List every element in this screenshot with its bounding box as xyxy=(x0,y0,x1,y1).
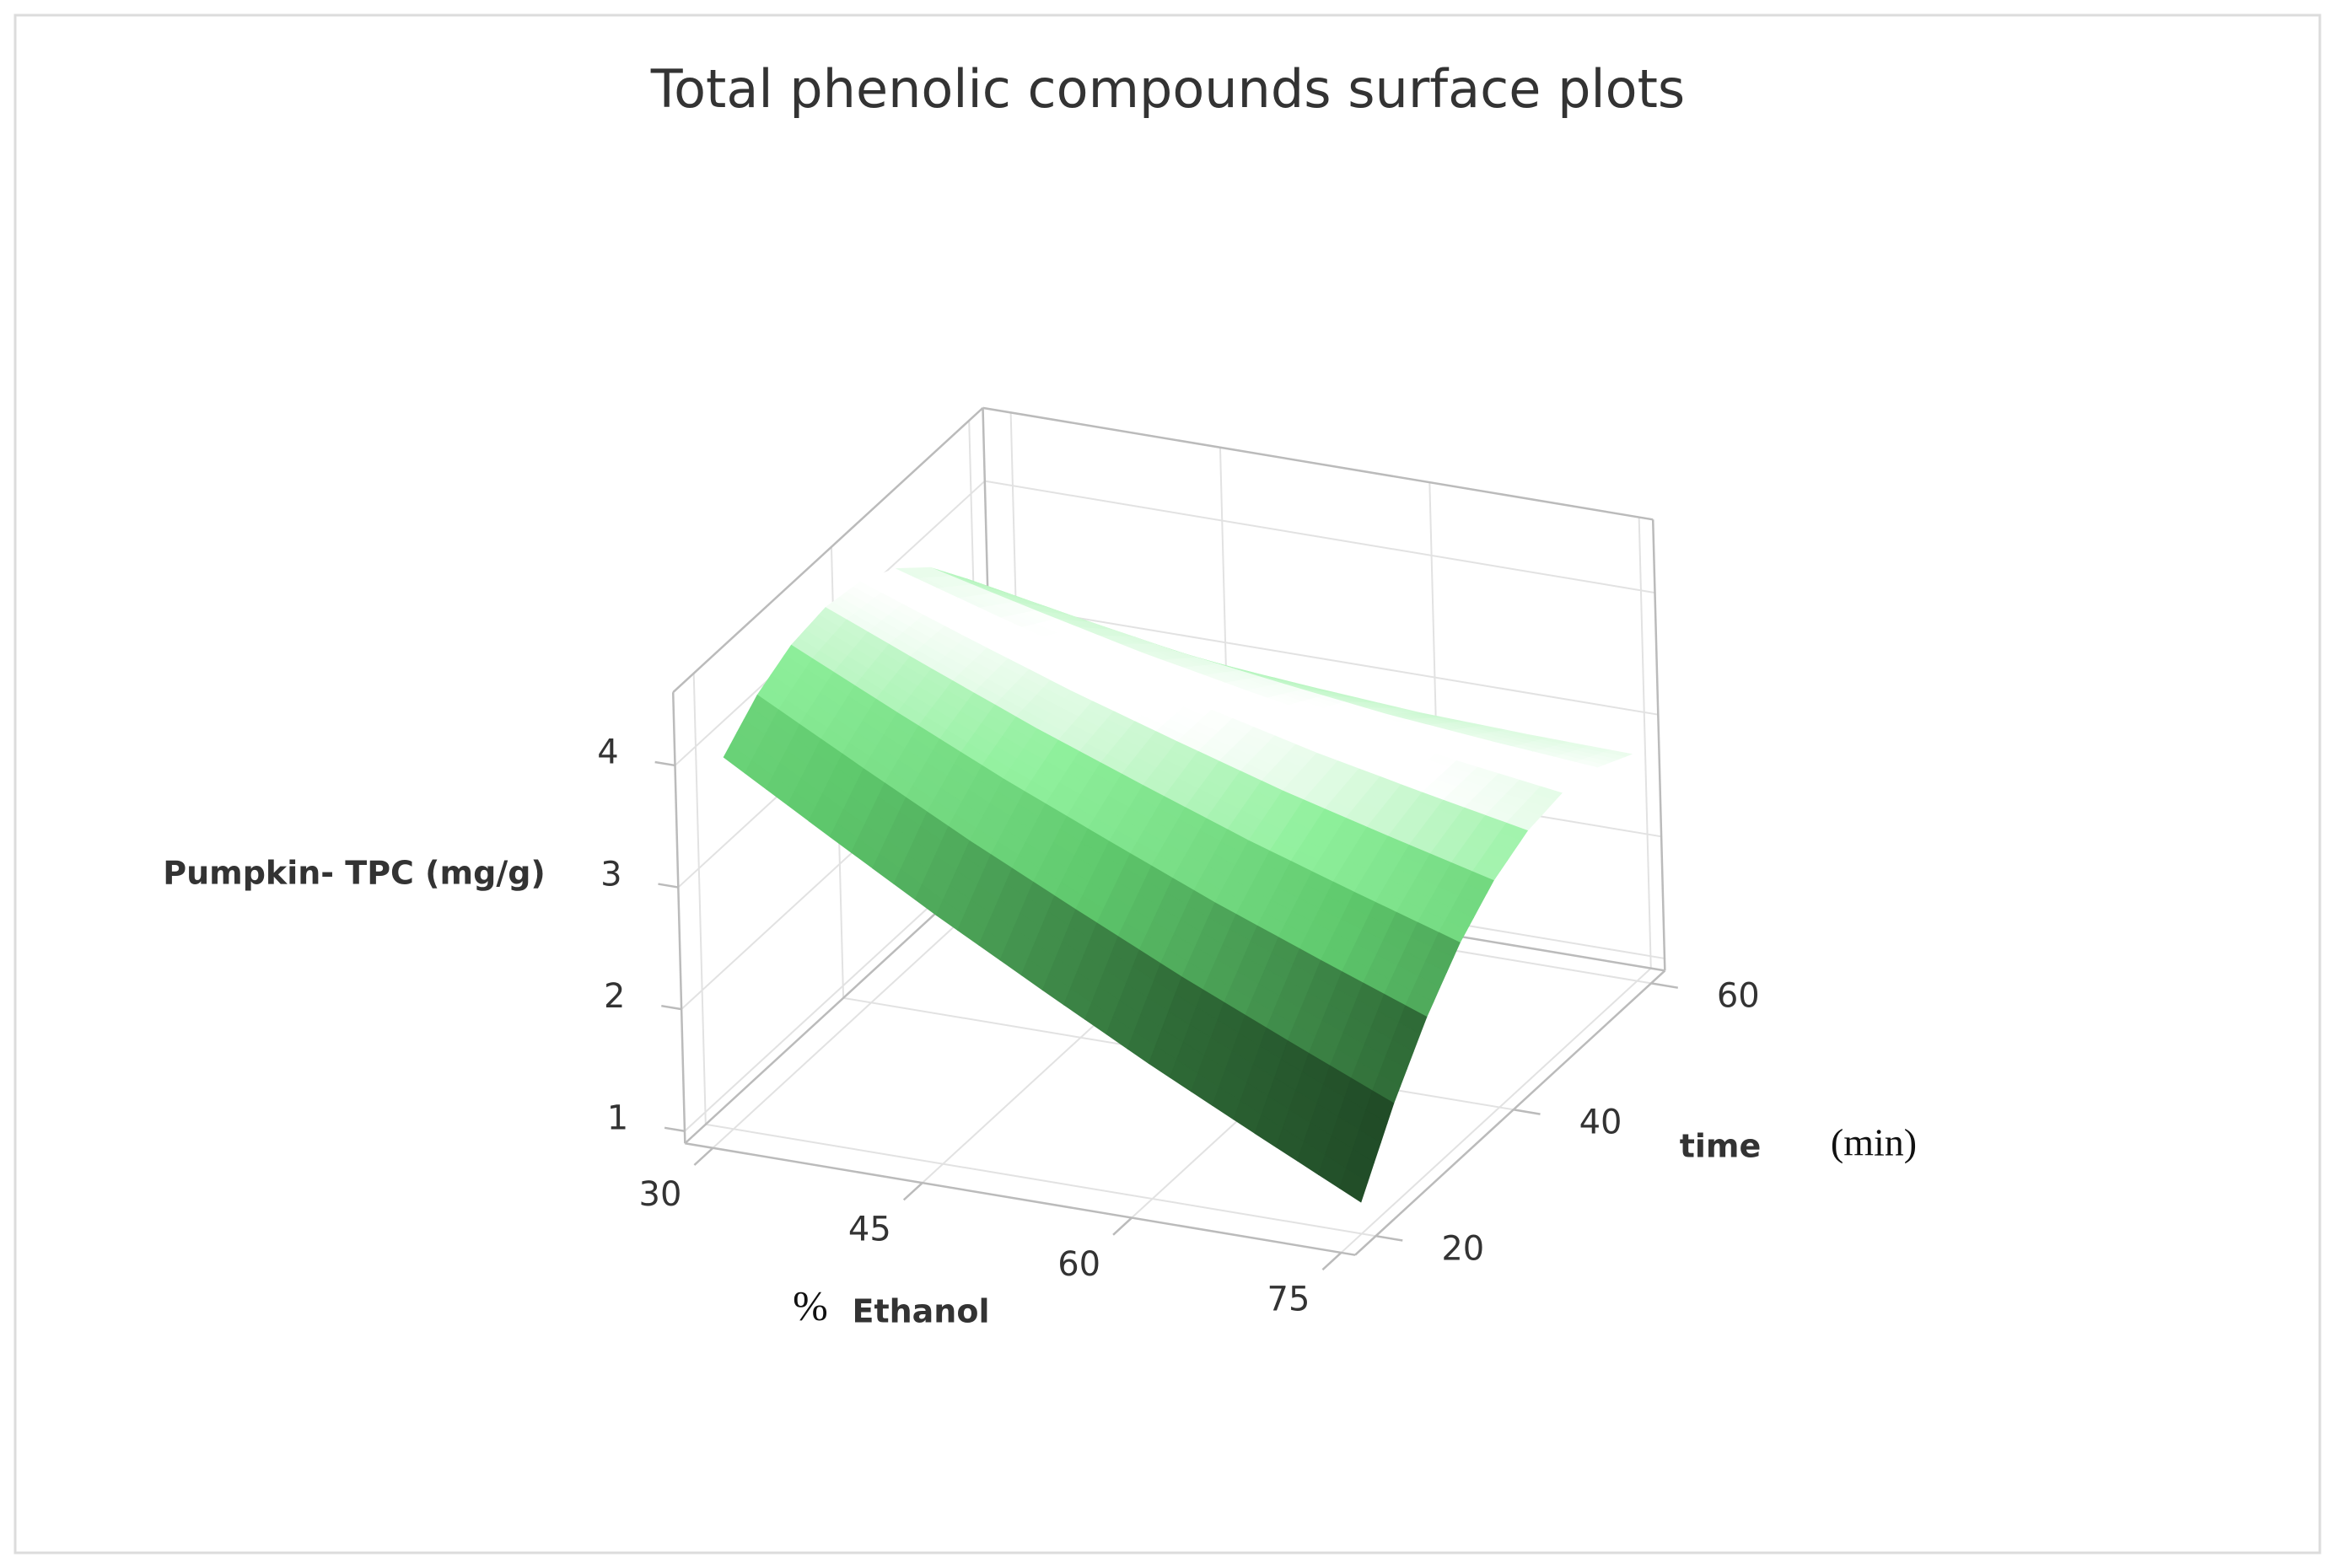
grid-line xyxy=(987,602,1659,716)
grid-line xyxy=(692,673,707,1125)
x-tick-label: 45 xyxy=(848,1210,891,1248)
box-edge xyxy=(1354,969,1666,1256)
y-tick xyxy=(1513,1109,1541,1115)
x-tick xyxy=(1112,1216,1133,1236)
y-tick-label: 60 xyxy=(1717,977,1760,1016)
x-axis-label: Ethanol xyxy=(852,1293,989,1330)
grid-line xyxy=(705,1123,1376,1238)
chart-title: Total phenolic compounds surface plots xyxy=(650,58,1685,120)
surface-patch xyxy=(1339,1168,1369,1203)
z-tick xyxy=(661,1004,682,1011)
x-tick xyxy=(902,1182,923,1201)
z-tick xyxy=(658,883,679,889)
box-edge xyxy=(671,692,686,1144)
z-tick-label: 4 xyxy=(597,733,618,772)
y-tick-label: 40 xyxy=(1579,1104,1622,1142)
y-tick-label: 20 xyxy=(1441,1229,1484,1268)
x-tick xyxy=(1321,1252,1342,1271)
grid-line xyxy=(1340,967,1652,1254)
y-tick xyxy=(1375,1234,1403,1242)
z-axis-label: Pumpkin- TPC (mg/g) xyxy=(163,855,546,892)
z-tick-label: 2 xyxy=(604,977,625,1016)
x-tick-label: 30 xyxy=(639,1175,682,1214)
z-tick xyxy=(654,760,675,767)
x-tick-label: 75 xyxy=(1267,1280,1310,1318)
y-axis-unit: (min) xyxy=(1831,1121,1917,1164)
x-tick-label: 60 xyxy=(1057,1245,1100,1284)
z-tick-label: 3 xyxy=(600,855,621,894)
x-axis-unit: % xyxy=(793,1281,828,1329)
x-tick xyxy=(693,1146,714,1166)
box-edge xyxy=(672,406,984,694)
z-tick-label: 1 xyxy=(607,1099,628,1138)
y-axis-label: time xyxy=(1680,1128,1762,1165)
grid-line xyxy=(1638,517,1652,969)
y-tick xyxy=(1650,982,1678,989)
box-edge xyxy=(982,406,1654,521)
grid-line xyxy=(984,480,1655,594)
z-tick xyxy=(664,1126,686,1133)
box-edge xyxy=(685,1142,1356,1256)
box-edge xyxy=(1651,519,1666,971)
